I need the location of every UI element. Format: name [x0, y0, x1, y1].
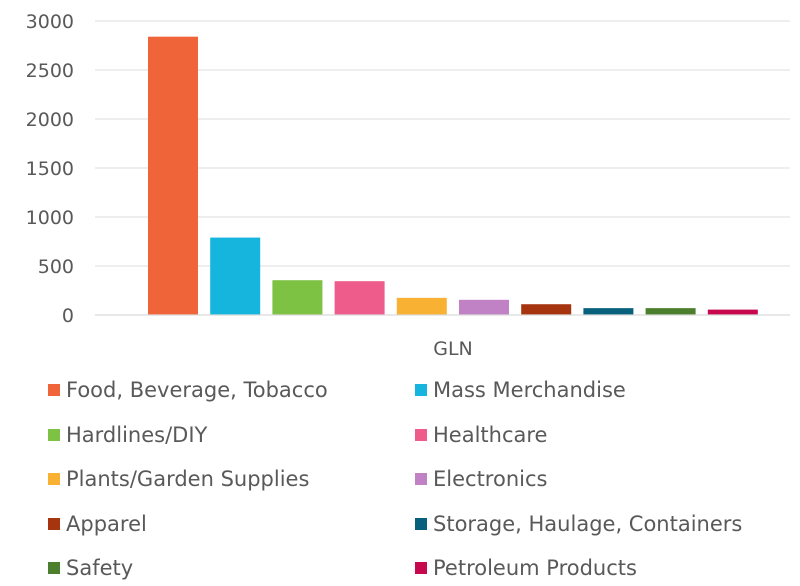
legend-label: Apparel [66, 511, 147, 536]
bar-apparel [521, 304, 572, 315]
y-tick-label: 2000 [26, 109, 74, 131]
bar-plants-garden-supplies [396, 297, 447, 315]
bar-healthcare [334, 281, 385, 315]
legend-item: Mass Merchandise [415, 378, 626, 402]
legend-item: Plants/Garden Supplies [48, 467, 309, 491]
y-tick-label: 0 [62, 305, 74, 327]
x-axis-title: GLN [433, 338, 473, 360]
bar-food-beverage-tobacco [148, 36, 198, 316]
legend-swatch [415, 384, 427, 396]
legend-item: Electronics [415, 467, 547, 491]
legend-item: Apparel [48, 512, 147, 536]
legend-swatch [415, 473, 427, 485]
legend-label: Healthcare [433, 422, 548, 447]
bar-electronics [459, 299, 509, 315]
y-tick-label: 3000 [26, 11, 74, 33]
legend-swatch [415, 517, 427, 530]
legend-item: Hardlines/DIY [48, 423, 207, 447]
y-tick-label: 2500 [26, 60, 74, 82]
bar-mass-merchandise [210, 237, 261, 315]
legend-swatch [415, 562, 427, 574]
bars [148, 36, 758, 316]
bar-petroleum-products [707, 309, 758, 315]
legend-swatch [48, 517, 60, 530]
y-tick-label: 1000 [26, 207, 74, 229]
legend-label: Electronics [433, 467, 548, 491]
legend-label: Petroleum Products [433, 556, 637, 580]
legend-item: Safety [48, 556, 133, 580]
legend-item: Petroleum Products [415, 556, 637, 580]
legend-item: Healthcare [415, 423, 547, 447]
legend-swatch [415, 428, 427, 441]
y-tick-label: 500 [38, 256, 74, 278]
y-tick-label: 1500 [26, 158, 74, 180]
legend-item: Storage, Haulage, Containers [415, 512, 742, 536]
bar-hardlines-diy [272, 280, 323, 315]
legend-label: Food, Beverage, Tobacco [66, 378, 328, 402]
legend-swatch [48, 473, 60, 485]
legend-label: Safety [66, 556, 134, 580]
y-axis-tick-labels: 0 500 1000 1500 2000 2500 3000 [26, 11, 74, 327]
bar-storage-haulage-containers [583, 308, 634, 315]
bar-safety [645, 308, 696, 315]
legend-swatch [48, 562, 60, 574]
legend-swatch [48, 384, 60, 396]
legend-label: Mass Merchandise [433, 378, 626, 402]
legend-label: Plants/Garden Supplies [66, 467, 310, 491]
gridlines [95, 20, 790, 267]
legend-label: Storage, Haulage, Containers [433, 511, 743, 536]
legend-label: Hardlines/DIY [66, 422, 208, 447]
legend-swatch [48, 428, 60, 441]
legend-item: Food, Beverage, Tobacco [48, 378, 328, 402]
